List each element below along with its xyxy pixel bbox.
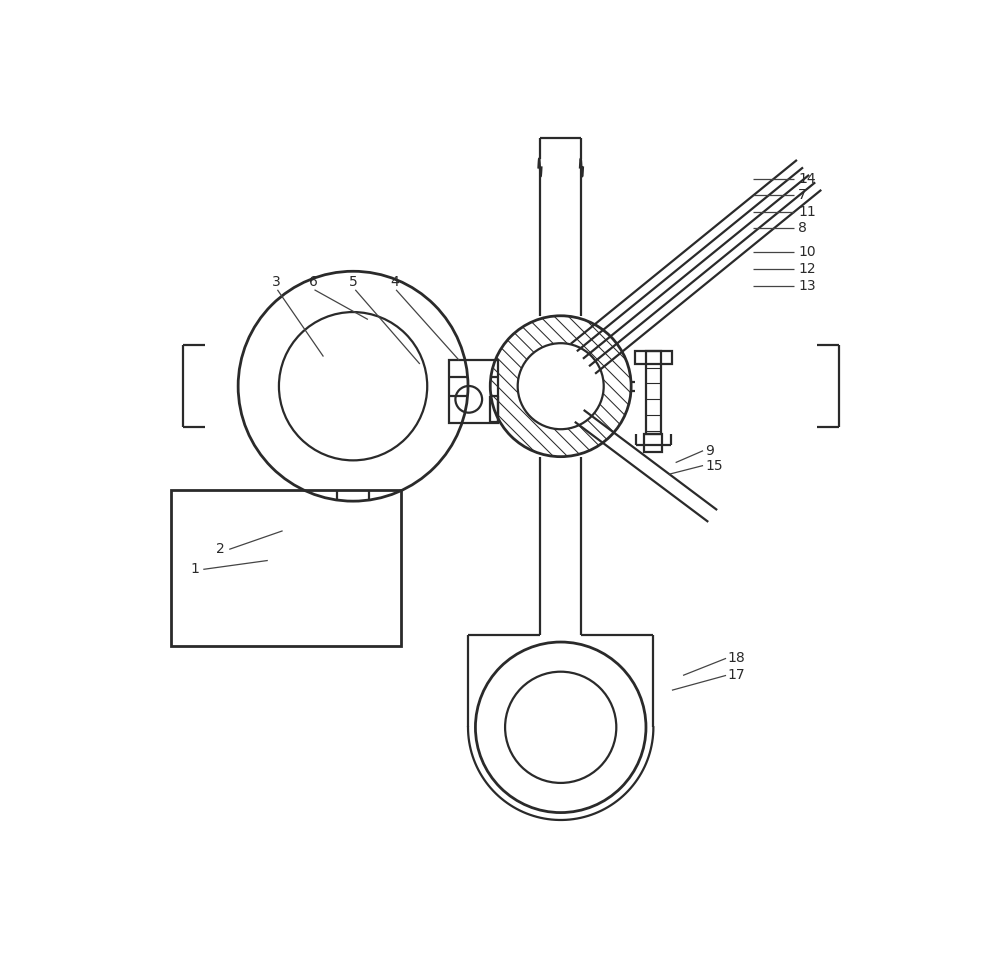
Text: 3: 3 <box>272 275 280 290</box>
Text: 1: 1 <box>190 562 199 577</box>
Bar <box>449 360 498 424</box>
Text: 13: 13 <box>798 279 816 293</box>
Text: 2: 2 <box>216 542 225 557</box>
Text: 10: 10 <box>798 245 816 259</box>
Text: 11: 11 <box>798 205 816 219</box>
Text: 14: 14 <box>798 171 816 186</box>
Text: 17: 17 <box>728 668 745 683</box>
Bar <box>171 490 401 646</box>
Text: 12: 12 <box>798 262 816 276</box>
Text: 15: 15 <box>705 458 723 473</box>
Text: 18: 18 <box>728 651 745 665</box>
Text: 5: 5 <box>349 275 358 290</box>
Bar <box>646 351 661 434</box>
Text: 8: 8 <box>798 221 807 235</box>
Text: 9: 9 <box>705 444 714 457</box>
Bar <box>644 434 662 453</box>
Text: 6: 6 <box>309 275 317 290</box>
Bar <box>635 351 672 364</box>
Text: 4: 4 <box>390 275 399 290</box>
Text: 7: 7 <box>798 188 807 202</box>
